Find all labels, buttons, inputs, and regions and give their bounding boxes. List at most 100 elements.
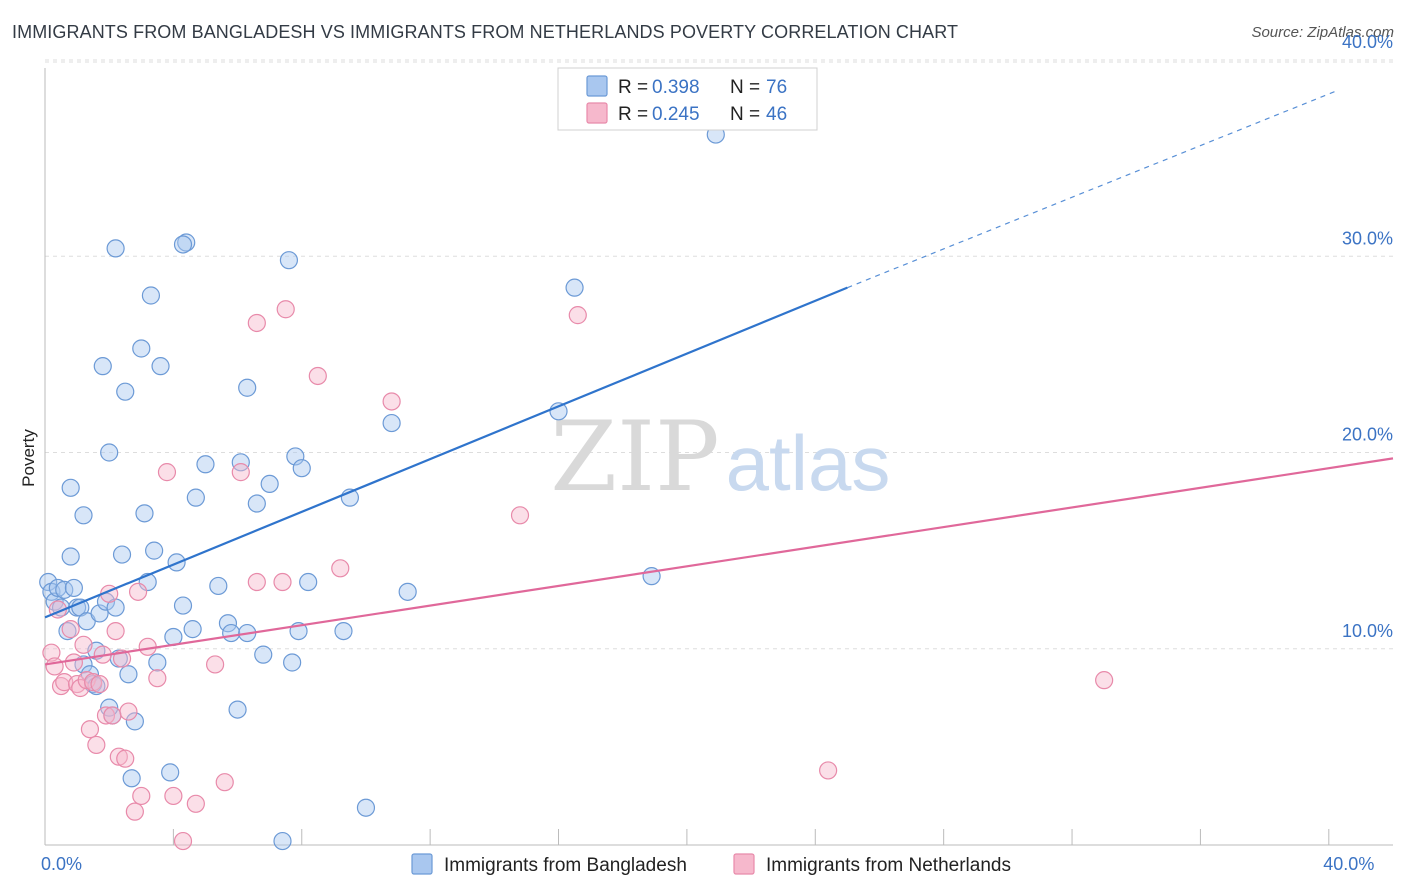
scatter-points	[39, 94, 1114, 851]
point-bangladesh	[254, 645, 273, 664]
legend-n-value-1: 76	[766, 77, 787, 98]
point-netherlands	[308, 366, 327, 386]
point-netherlands	[568, 306, 587, 325]
point-bangladesh	[64, 578, 83, 598]
y-tick-label: 10.0%	[1342, 621, 1393, 641]
point-bangladesh	[283, 653, 302, 672]
point-netherlands	[157, 463, 177, 482]
point-netherlands	[276, 300, 295, 319]
series-swatch-netherlands	[733, 853, 755, 875]
point-bangladesh	[382, 413, 401, 433]
point-bangladesh	[116, 382, 135, 401]
point-bangladesh	[93, 357, 112, 376]
point-bangladesh	[260, 474, 279, 493]
legend-n-value-2: 46	[766, 104, 787, 125]
point-netherlands	[128, 582, 148, 601]
point-netherlands	[164, 786, 183, 806]
axes	[44, 68, 1393, 846]
trend-line-bangladesh-extension	[847, 90, 1336, 289]
point-bangladesh	[48, 578, 67, 598]
point-bangladesh	[238, 378, 257, 397]
point-bangladesh	[218, 614, 238, 633]
point-bangladesh	[61, 547, 80, 566]
point-netherlands	[90, 674, 109, 694]
point-netherlands	[42, 643, 61, 662]
y-tick-label: 30.0%	[1342, 228, 1393, 248]
point-bangladesh	[292, 459, 311, 478]
point-netherlands	[231, 463, 250, 482]
legend-r-value-1: 0.398	[652, 77, 700, 98]
point-bangladesh	[148, 653, 167, 672]
series-label-bangladesh: Immigrants from Bangladesh	[444, 855, 687, 876]
point-netherlands	[87, 735, 106, 755]
point-bangladesh	[273, 831, 292, 851]
point-bangladesh	[151, 357, 170, 376]
legend-n-label-1: N =	[730, 77, 760, 98]
point-netherlands	[173, 831, 193, 851]
point-bangladesh	[61, 478, 80, 497]
point-netherlands	[510, 506, 530, 525]
point-bangladesh	[183, 620, 202, 639]
point-bangladesh	[279, 251, 299, 270]
y-tick-labels: 10.0% 20.0% 30.0% 40.0%	[1342, 32, 1393, 641]
legend-n-label-2: N =	[730, 104, 760, 125]
series-swatch-bangladesh	[411, 853, 433, 875]
source-label: Source: ZipAtlas.com	[1251, 24, 1394, 41]
x-tick-labels: 0.0% 40.0%	[41, 854, 1374, 874]
legend-swatch-pink	[586, 102, 608, 124]
point-netherlands	[819, 761, 838, 780]
point-netherlands	[215, 773, 234, 792]
point-bangladesh	[299, 572, 318, 592]
point-bangladesh	[125, 712, 144, 731]
point-bangladesh	[177, 233, 196, 252]
point-netherlands	[80, 720, 100, 739]
x-tick-label: 0.0%	[41, 854, 82, 874]
trend-line-netherlands	[44, 457, 1394, 666]
point-netherlands	[106, 621, 125, 641]
series-label-netherlands: Immigrants from Netherlands	[766, 855, 1011, 876]
point-bangladesh	[334, 621, 353, 641]
trend-line-bangladesh	[44, 286, 848, 619]
point-bangladesh	[122, 769, 141, 788]
watermark-atlas: atlas	[726, 419, 891, 507]
point-netherlands	[45, 657, 64, 676]
point-bangladesh	[39, 572, 58, 592]
watermark: ZIP atlas	[550, 401, 890, 513]
point-netherlands	[64, 653, 83, 672]
point-bangladesh	[112, 545, 132, 564]
point-bangladesh	[222, 623, 241, 643]
point-netherlands	[1095, 671, 1114, 690]
trend-lines	[44, 90, 1394, 666]
watermark-zip: ZIP	[550, 401, 719, 513]
point-bangladesh	[247, 494, 266, 513]
legend-r-label-1: R =	[618, 77, 648, 98]
point-bangladesh	[100, 443, 119, 462]
point-bangladesh	[173, 235, 193, 254]
point-bangladesh	[286, 447, 305, 466]
point-netherlands	[331, 559, 350, 578]
point-netherlands	[116, 749, 135, 768]
point-bangladesh	[398, 582, 417, 601]
point-bangladesh	[58, 621, 77, 641]
point-netherlands	[74, 635, 93, 654]
point-bangladesh	[132, 339, 151, 358]
point-netherlands	[84, 673, 103, 692]
legend-r-value-2: 0.245	[652, 104, 700, 125]
point-bangladesh	[161, 763, 180, 782]
point-netherlands	[109, 747, 128, 766]
y-axis-label: Poverty	[19, 429, 38, 487]
point-netherlands	[148, 669, 167, 688]
point-netherlands	[96, 706, 116, 725]
point-bangladesh	[145, 541, 164, 560]
point-netherlands	[382, 392, 401, 411]
legend-swatch-blue	[586, 75, 608, 97]
point-netherlands	[119, 702, 138, 721]
point-netherlands	[186, 794, 205, 813]
point-bangladesh	[119, 665, 138, 684]
point-netherlands	[206, 655, 225, 674]
point-bangladesh	[74, 506, 93, 525]
chart-title: IMMIGRANTS FROM BANGLADESH VS IMMIGRANTS…	[12, 22, 959, 42]
point-netherlands	[247, 313, 266, 333]
point-bangladesh	[565, 278, 584, 297]
